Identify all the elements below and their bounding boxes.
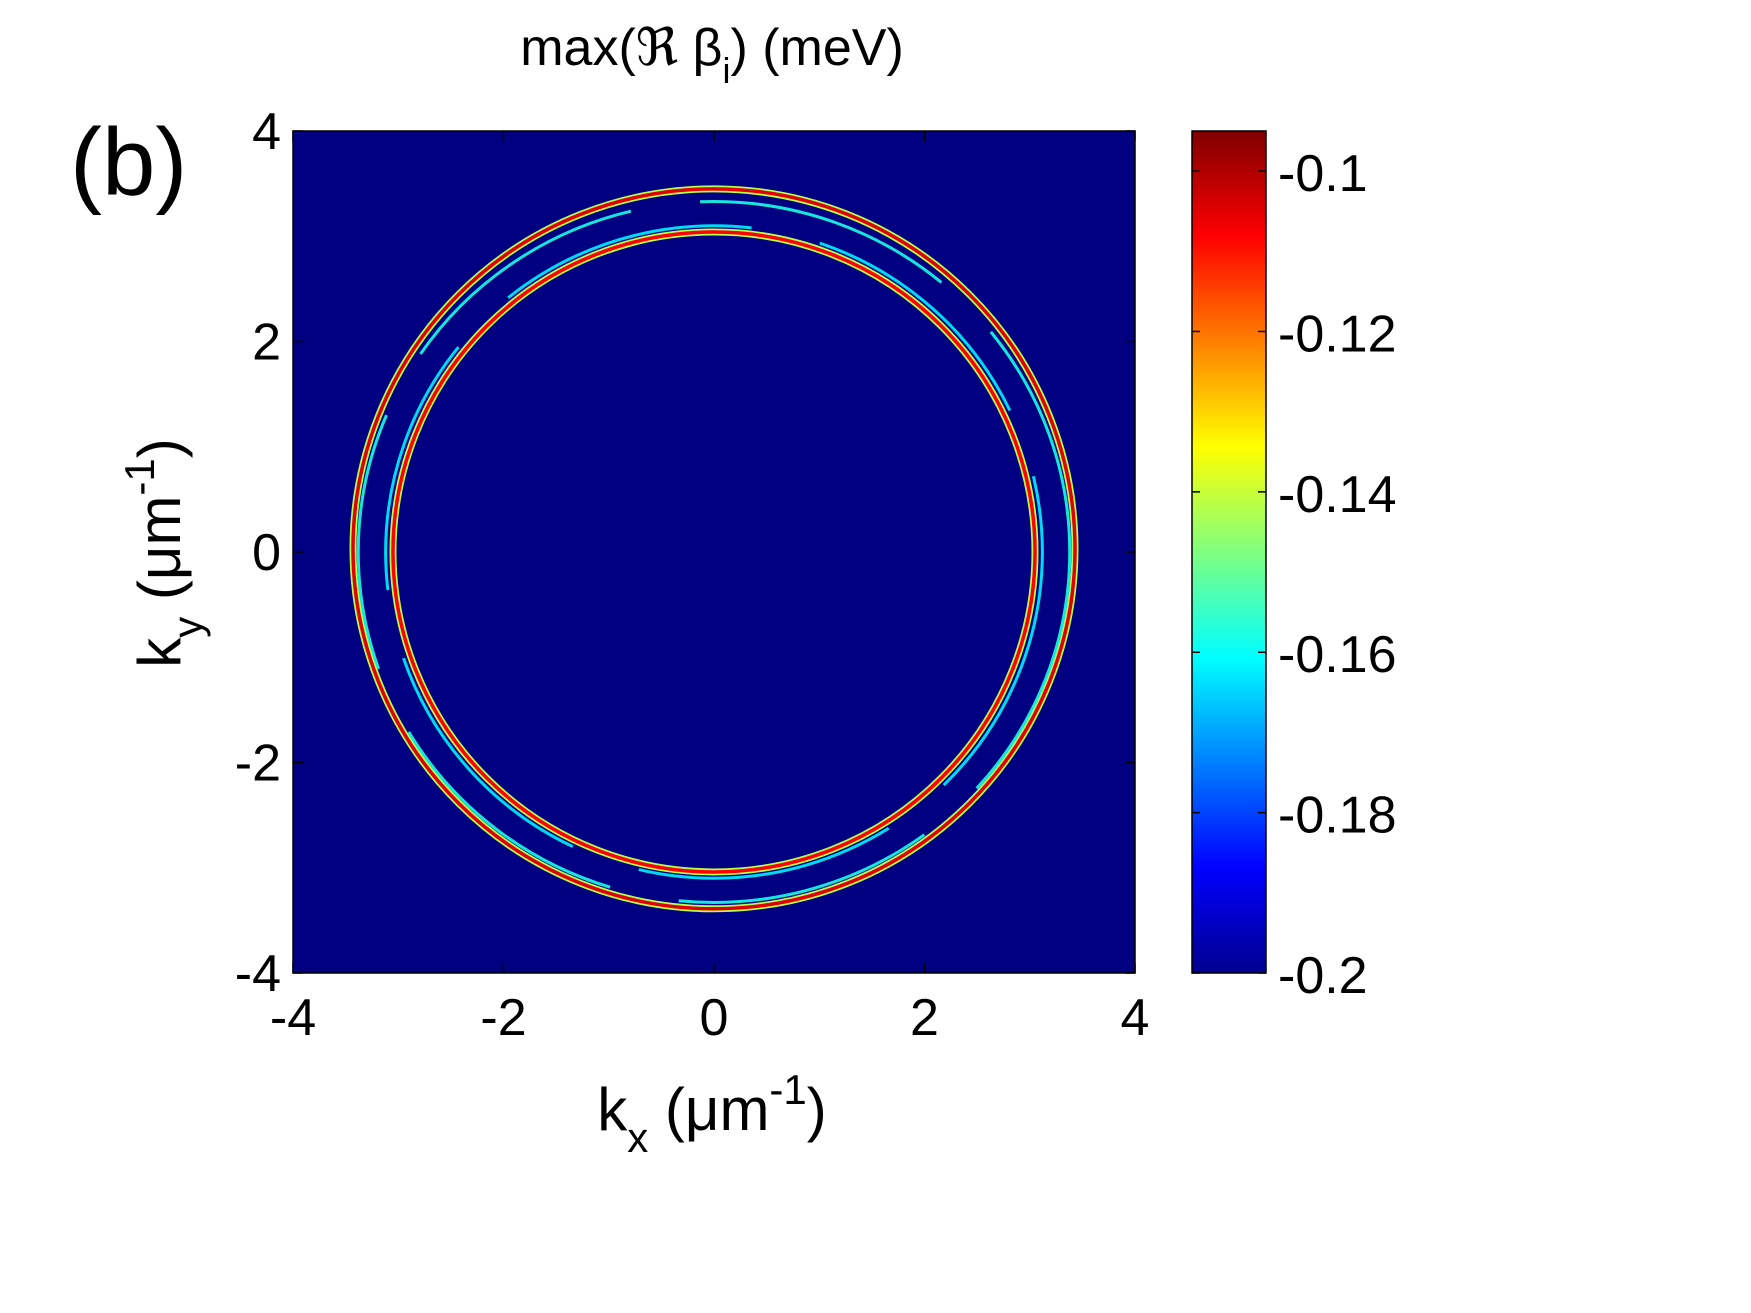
- x-tick-label: -2: [480, 989, 526, 1047]
- rings-layer: [349, 185, 1079, 913]
- x-tick-label: 2: [910, 989, 939, 1047]
- x-tick-label: -4: [270, 989, 316, 1047]
- chart-title: max(ℜ βi) (meV): [520, 19, 904, 91]
- chart-title-tail: ) (meV): [730, 19, 903, 77]
- x-axis: -4 -2 0 2 4: [270, 131, 1150, 1047]
- y-tick-label: -4: [235, 945, 281, 1003]
- ring-outer-main: [351, 187, 1077, 911]
- plot-area: [292, 130, 1136, 974]
- ring-inner-main: [391, 230, 1037, 874]
- x-tick-label: 0: [700, 989, 729, 1047]
- chart-title-main: max(ℜ β: [520, 19, 722, 77]
- colorbar: -0.2 -0.18 -0.16 -0.14 -0.12 -0.1: [1191, 130, 1397, 1005]
- y-axis: -4 -2 0 2 4: [235, 103, 1135, 1003]
- x-tick-label: 4: [1121, 989, 1150, 1047]
- ring-outer-side-cyan: [356, 200, 1072, 904]
- colorbar-gradient: [1191, 130, 1267, 974]
- colorbar-tick-label: -0.16: [1278, 626, 1397, 684]
- y-tick-label: 4: [252, 103, 281, 161]
- panel-label: (b): [70, 109, 187, 216]
- chart-title-sub: i: [722, 50, 730, 91]
- colorbar-tick-label: -0.12: [1278, 305, 1397, 363]
- x-axis-label: kx (μm-1): [597, 1066, 827, 1161]
- colorbar-tick-label: -0.18: [1278, 787, 1397, 845]
- colorbar-tick-label: -0.14: [1278, 466, 1397, 524]
- y-tick-label: -2: [235, 735, 281, 793]
- y-tick-label: 2: [252, 314, 281, 372]
- y-axis-label: ky (μm-1): [116, 438, 211, 668]
- heatmap-background: [293, 131, 1135, 973]
- colorbar-tick-label: -0.2: [1278, 947, 1368, 1005]
- ring-inner-side-cyan: [384, 224, 1044, 880]
- colorbar-tick-label: -0.1: [1278, 145, 1368, 203]
- y-tick-label: 0: [252, 524, 281, 582]
